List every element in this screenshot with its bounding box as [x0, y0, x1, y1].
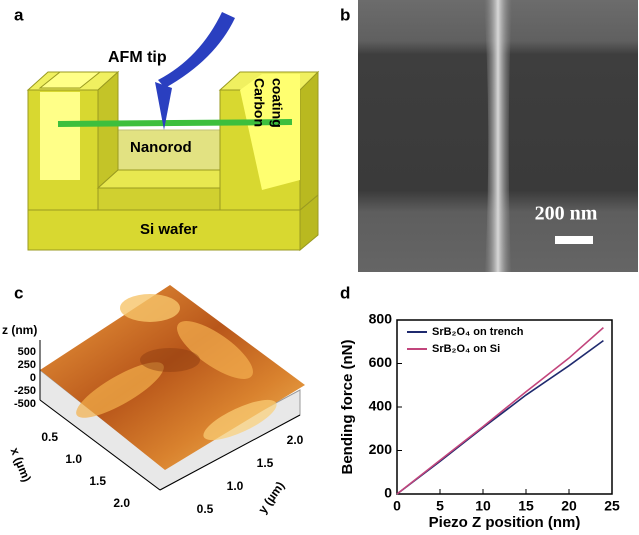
- axis-line: [39, 399, 161, 491]
- series-line: [396, 340, 604, 495]
- scale-label: 200 nm: [535, 203, 598, 225]
- y-tick-label: 200: [369, 441, 393, 457]
- legend-label: SrB₂O₄ on Si: [432, 343, 500, 355]
- x-tick-label: 0.5: [41, 430, 58, 444]
- y-axis-label: Bending force (nN): [339, 340, 356, 475]
- axis-label: z (nm): [2, 323, 37, 337]
- x-axis-label: Piezo Z position (nm): [429, 514, 581, 531]
- x-tick-label: 2.0: [113, 496, 130, 510]
- x-tick-label: 10: [475, 498, 491, 514]
- label: Nanorod: [130, 139, 192, 156]
- panel-label: c: [14, 283, 23, 302]
- y-tick-label: 1.0: [227, 479, 244, 493]
- x-tick-label: 15: [518, 498, 534, 514]
- sem-nanorod: [484, 0, 512, 272]
- label: Si wafer: [140, 221, 198, 238]
- cantilever: [158, 12, 235, 88]
- y-tick-label: 0.5: [197, 502, 214, 516]
- axis-label: x (µm): [8, 446, 34, 484]
- x-tick-label: 1.0: [65, 452, 82, 466]
- series-line: [396, 327, 604, 495]
- legend-label: SrB₂O₄ on trench: [432, 326, 524, 338]
- x-tick-label: 25: [604, 498, 620, 514]
- z-tick-label: 0: [30, 372, 36, 384]
- y-tick-label: 0: [384, 485, 392, 501]
- x-tick-label: 5: [436, 498, 444, 514]
- z-tick-label: -250: [14, 385, 36, 397]
- scale-bar: [555, 236, 593, 244]
- afm-surface: [39, 285, 305, 491]
- label: coating: [269, 78, 285, 128]
- label: Carbon: [251, 78, 267, 127]
- y-tick-label: 1.5: [257, 456, 274, 470]
- panel-label: d: [340, 283, 350, 302]
- nanorod: [57, 119, 293, 127]
- z-tick-label: 250: [18, 359, 36, 371]
- axis-label: y (µm): [255, 479, 287, 516]
- panel-label: a: [14, 5, 24, 24]
- panel-label: b: [340, 5, 350, 24]
- afm-tip: [155, 82, 172, 130]
- z-tick-label: -500: [14, 398, 36, 410]
- y-tick-label: 400: [369, 398, 393, 414]
- y-tick-label: 2.0: [287, 433, 304, 447]
- z-tick-label: 500: [18, 346, 36, 358]
- x-tick-label: 1.5: [89, 474, 106, 488]
- y-tick-label: 800: [369, 311, 393, 327]
- y-tick-label: 600: [369, 354, 393, 370]
- x-tick-label: 0: [393, 498, 401, 514]
- x-tick-label: 20: [561, 498, 577, 514]
- label: AFM tip: [108, 49, 167, 66]
- axis-line: [159, 414, 301, 491]
